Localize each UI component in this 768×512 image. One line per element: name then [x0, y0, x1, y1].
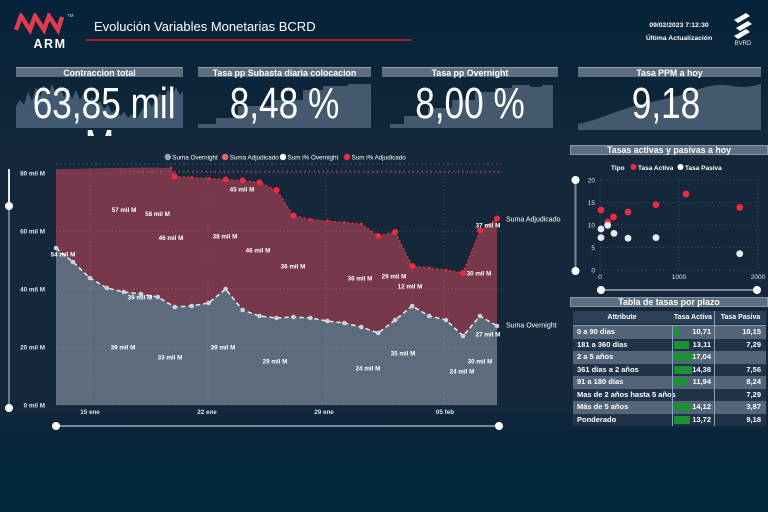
svg-text:Tasa Pasiva: Tasa Pasiva — [685, 165, 722, 172]
svg-text:20: 20 — [588, 178, 596, 185]
svg-text:Sum i% Adjudicado: Sum i% Adjudicado — [352, 155, 407, 162]
svg-text:57 mil M: 57 mil M — [112, 207, 137, 214]
svg-text:10: 10 — [588, 223, 596, 230]
svg-text:0 mil M: 0 mil M — [24, 403, 45, 410]
svg-text:Suma Overnight: Suma Overnight — [172, 155, 218, 162]
svg-text:5: 5 — [591, 245, 595, 252]
svg-text:39 mil M: 39 mil M — [111, 345, 136, 352]
svg-text:Tipo: Tipo — [611, 165, 625, 172]
svg-text:33 mil M: 33 mil M — [158, 355, 183, 362]
svg-text:Suma Adjudicado: Suma Adjudicado — [506, 217, 561, 224]
svg-text:24 mil M: 24 mil M — [450, 369, 475, 376]
svg-text:39 mil M: 39 mil M — [211, 345, 236, 352]
svg-text:24 mil M: 24 mil M — [356, 366, 381, 373]
svg-text:Sum i% Overnight: Sum i% Overnight — [288, 155, 339, 162]
svg-text:0: 0 — [591, 268, 595, 275]
svg-text:40 mil M: 40 mil M — [20, 287, 45, 294]
svg-text:80 mil M: 80 mil M — [20, 171, 45, 178]
svg-text:20 mil M: 20 mil M — [20, 345, 45, 352]
svg-text:45 mil M: 45 mil M — [230, 187, 255, 194]
svg-text:39 mil M: 39 mil M — [128, 295, 153, 302]
svg-text:15: 15 — [588, 200, 596, 207]
svg-text:29 mil M: 29 mil M — [382, 274, 407, 281]
svg-text:29 ene: 29 ene — [314, 409, 334, 416]
svg-text:2000: 2000 — [751, 274, 766, 281]
svg-text:35 mil M: 35 mil M — [391, 351, 416, 358]
svg-text:36 mil M: 36 mil M — [281, 264, 306, 271]
svg-text:22 ene: 22 ene — [197, 409, 217, 416]
svg-text:Suma Adjudicado: Suma Adjudicado — [230, 155, 280, 162]
svg-text:36 mil M: 36 mil M — [348, 276, 373, 283]
svg-text:38 mil M: 38 mil M — [213, 234, 238, 241]
svg-text:15 ene: 15 ene — [80, 409, 100, 416]
svg-text:37 mil M: 37 mil M — [476, 223, 501, 230]
svg-text:0: 0 — [598, 274, 602, 281]
svg-text:58 mil M: 58 mil M — [145, 211, 170, 218]
svg-text:27 mil M: 27 mil M — [476, 332, 501, 339]
svg-text:29 mil M: 29 mil M — [263, 359, 288, 366]
svg-text:46 mil M: 46 mil M — [246, 248, 271, 255]
svg-text:1000: 1000 — [672, 274, 687, 281]
svg-text:60 mil M: 60 mil M — [20, 229, 45, 236]
svg-text:46 mil M: 46 mil M — [159, 235, 184, 242]
svg-text:30 mil M: 30 mil M — [467, 271, 492, 278]
svg-text:12 mil M: 12 mil M — [398, 284, 423, 291]
svg-text:30 mil M: 30 mil M — [468, 359, 493, 366]
svg-text:Suma Overnight: Suma Overnight — [506, 323, 557, 330]
svg-text:05 feb: 05 feb — [436, 409, 454, 416]
svg-text:54 mil M: 54 mil M — [51, 252, 76, 259]
svg-text:Tasa Activa: Tasa Activa — [638, 165, 674, 172]
